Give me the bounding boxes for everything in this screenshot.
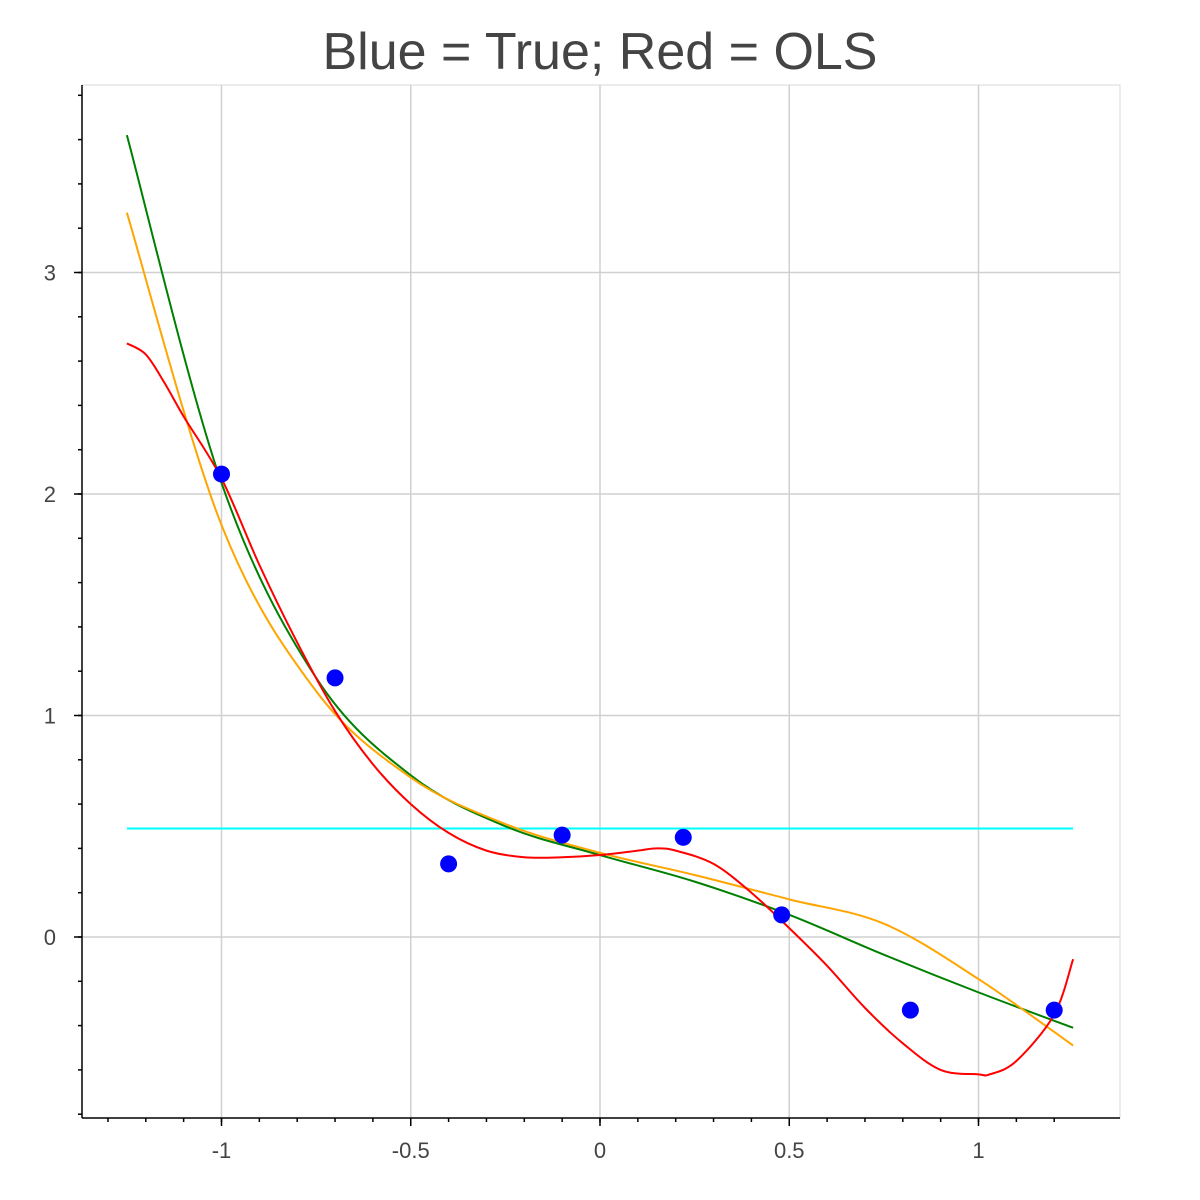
data-point — [326, 669, 344, 687]
data-point — [213, 465, 230, 483]
axes: -1 -0.5 0 0.5 1 0 1 2 3 — [44, 85, 1120, 1163]
data-point — [1045, 1001, 1063, 1019]
series-line-3 — [126, 342, 1075, 1077]
data-point — [773, 906, 791, 924]
x-tick-label: -1 — [212, 1138, 232, 1163]
series-line-1 — [125, 134, 1074, 1029]
x-tick-label: 1 — [972, 1138, 984, 1163]
x-tick-label: -0.5 — [392, 1138, 430, 1163]
y-tick-label: 1 — [44, 704, 56, 729]
points-layer — [213, 465, 1063, 1019]
series-layer — [125, 134, 1075, 1077]
y-tick-label: 3 — [44, 261, 56, 286]
y-tick-label: 2 — [44, 482, 56, 507]
x-tick-label: 0.5 — [774, 1138, 805, 1163]
chart-title: Blue = True; Red = OLS — [322, 23, 878, 81]
x-tick-label: 0 — [594, 1138, 606, 1163]
plot-frame — [81, 84, 1121, 1119]
data-point — [440, 855, 458, 873]
y-tick-label: 0 — [44, 925, 56, 950]
series-line-2 — [125, 212, 1074, 1047]
data-point — [674, 828, 692, 846]
data-point — [553, 826, 571, 844]
grid-lines — [82, 85, 1120, 1118]
data-point — [901, 1001, 919, 1019]
